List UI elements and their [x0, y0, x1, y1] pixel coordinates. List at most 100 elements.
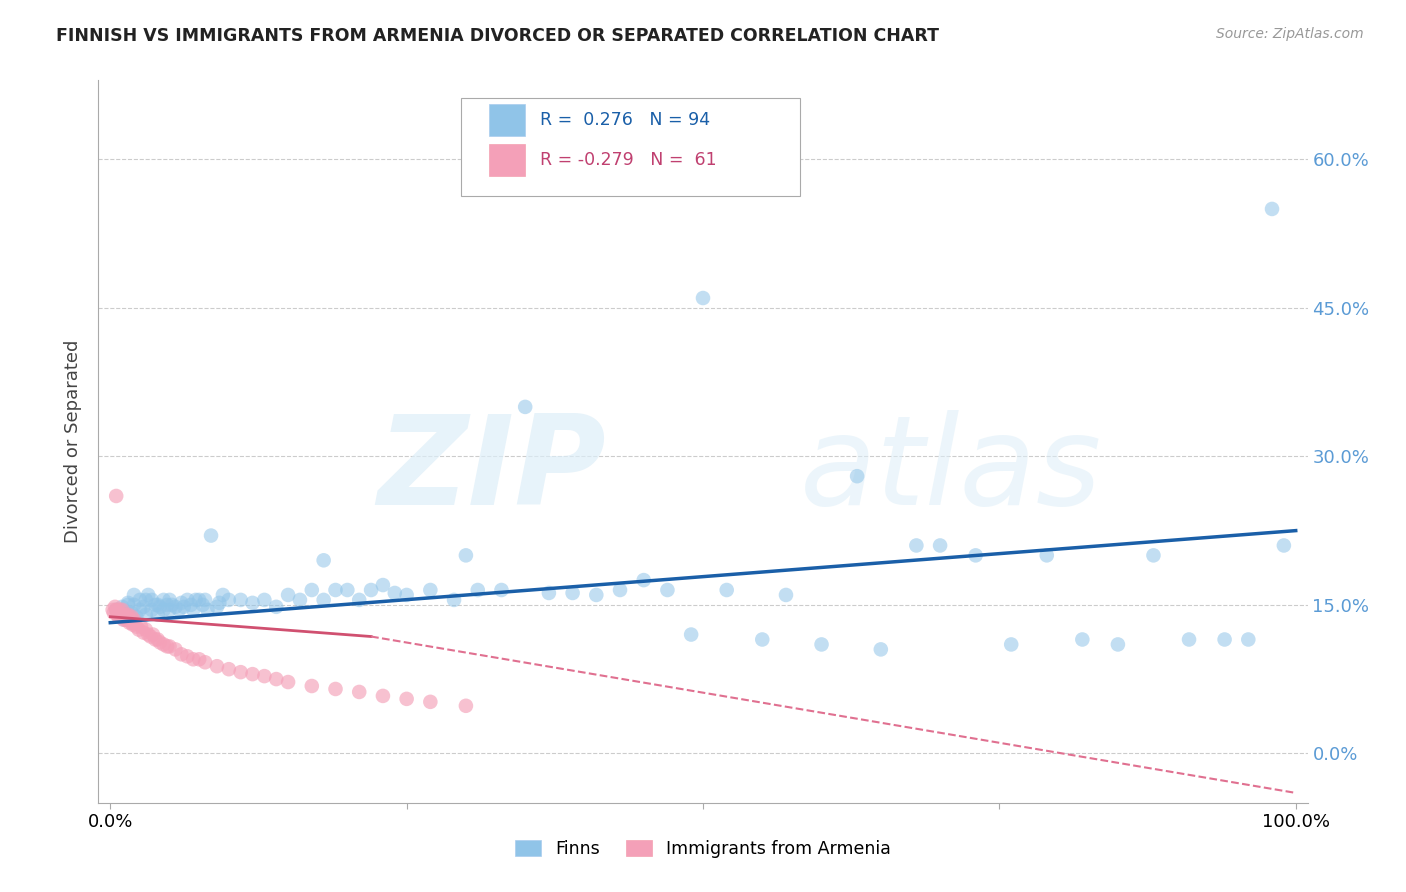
- Point: [197, 603, 219, 617]
- Point: [111, 599, 134, 614]
- Point: [121, 609, 143, 624]
- Point: [129, 603, 152, 617]
- Point: [419, 582, 441, 597]
- Point: [218, 662, 240, 676]
- Point: [125, 619, 148, 633]
- Point: [132, 599, 155, 614]
- Point: [454, 549, 477, 563]
- Point: [692, 291, 714, 305]
- Point: [114, 613, 136, 627]
- Point: [159, 593, 181, 607]
- Point: [1272, 539, 1295, 553]
- Point: [419, 695, 441, 709]
- Point: [200, 528, 222, 542]
- Text: atlas: atlas: [800, 410, 1102, 531]
- Point: [242, 596, 264, 610]
- Point: [156, 640, 179, 654]
- Point: [561, 586, 583, 600]
- Point: [108, 607, 131, 622]
- Point: [371, 689, 394, 703]
- Point: [1142, 549, 1164, 563]
- Point: [1213, 632, 1236, 647]
- Point: [105, 607, 128, 622]
- Point: [929, 539, 952, 553]
- Point: [184, 593, 207, 607]
- Point: [165, 599, 187, 614]
- Legend: Finns, Immigrants from Armenia: Finns, Immigrants from Armenia: [506, 831, 900, 866]
- Point: [301, 582, 323, 597]
- Point: [143, 598, 166, 612]
- Point: [152, 637, 174, 651]
- Point: [108, 603, 131, 617]
- Point: [1178, 632, 1201, 647]
- Point: [384, 586, 406, 600]
- Point: [167, 603, 190, 617]
- Point: [141, 603, 163, 617]
- Y-axis label: Divorced or Separated: Divorced or Separated: [65, 340, 83, 543]
- Text: Source: ZipAtlas.com: Source: ZipAtlas.com: [1216, 27, 1364, 41]
- Point: [395, 691, 418, 706]
- Point: [347, 685, 370, 699]
- Point: [288, 593, 311, 607]
- Point: [1107, 637, 1129, 651]
- Point: [176, 649, 198, 664]
- Point: [716, 582, 738, 597]
- Point: [681, 627, 703, 641]
- Point: [156, 598, 179, 612]
- Point: [117, 596, 139, 610]
- Point: [515, 400, 537, 414]
- Point: [141, 593, 163, 607]
- Point: [205, 659, 228, 673]
- Point: [180, 598, 202, 612]
- Point: [139, 630, 162, 644]
- Text: R =  0.276   N = 94: R = 0.276 N = 94: [540, 111, 710, 129]
- Point: [111, 603, 134, 617]
- Point: [170, 648, 193, 662]
- Point: [229, 593, 252, 607]
- Point: [120, 613, 142, 627]
- Point: [312, 593, 335, 607]
- Point: [194, 655, 217, 669]
- Point: [775, 588, 797, 602]
- Point: [114, 613, 136, 627]
- Point: [312, 553, 335, 567]
- Point: [965, 549, 987, 563]
- Point: [121, 606, 143, 620]
- Point: [165, 642, 187, 657]
- Point: [114, 609, 136, 624]
- FancyBboxPatch shape: [489, 144, 526, 176]
- Point: [491, 582, 513, 597]
- Point: [194, 593, 217, 607]
- Point: [1000, 637, 1022, 651]
- Point: [121, 617, 143, 632]
- Point: [301, 679, 323, 693]
- Point: [125, 609, 148, 624]
- Point: [143, 632, 166, 647]
- Point: [170, 596, 193, 610]
- Point: [118, 615, 141, 630]
- Point: [122, 613, 145, 627]
- Point: [205, 599, 228, 614]
- Point: [117, 598, 139, 612]
- Point: [751, 632, 773, 647]
- Point: [152, 593, 174, 607]
- Point: [149, 599, 172, 614]
- Point: [115, 613, 138, 627]
- Point: [264, 672, 287, 686]
- Point: [159, 640, 181, 654]
- Point: [208, 596, 231, 610]
- Point: [1237, 632, 1260, 647]
- Point: [181, 652, 204, 666]
- Point: [360, 582, 382, 597]
- Point: [229, 665, 252, 680]
- Point: [146, 632, 169, 647]
- Point: [347, 593, 370, 607]
- Point: [253, 669, 276, 683]
- Point: [242, 667, 264, 681]
- Point: [160, 598, 183, 612]
- Point: [212, 588, 235, 602]
- Point: [325, 681, 347, 696]
- Point: [114, 607, 136, 622]
- Point: [176, 593, 198, 607]
- Text: ZIP: ZIP: [378, 410, 606, 531]
